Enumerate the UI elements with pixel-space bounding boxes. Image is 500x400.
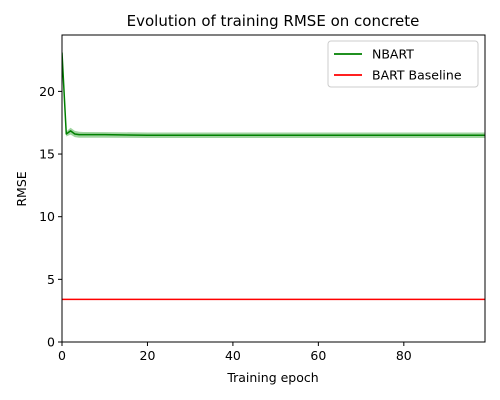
y-tick-label: 15	[39, 147, 55, 162]
x-tick-label: 20	[140, 348, 156, 363]
plot-series	[62, 52, 485, 301]
nbart-line	[62, 52, 485, 136]
x-tick-label: 40	[225, 348, 241, 363]
x-tick-label: 80	[396, 348, 412, 363]
y-axis: 0 5 10 15 20	[39, 84, 62, 350]
y-tick-label: 5	[47, 272, 55, 287]
y-tick-label: 10	[39, 209, 55, 224]
legend-label-bart-baseline: BART Baseline	[372, 68, 462, 83]
chart-title: Evolution of training RMSE on concrete	[127, 12, 420, 30]
x-tick-label: 0	[58, 348, 66, 363]
x-axis-label: Training epoch	[226, 370, 318, 385]
legend: NBART BART Baseline	[327, 40, 479, 88]
x-tick-label: 60	[310, 348, 326, 363]
y-tick-label: 20	[39, 84, 55, 99]
y-axis-label: RMSE	[14, 171, 29, 206]
legend-box	[327, 40, 479, 88]
plot-area	[61, 34, 486, 343]
y-tick-label: 0	[47, 335, 55, 350]
x-axis: 0 20 40 60 80	[58, 342, 412, 363]
plot-frame	[61, 34, 486, 343]
legend-label-nbart: NBART	[372, 47, 414, 62]
